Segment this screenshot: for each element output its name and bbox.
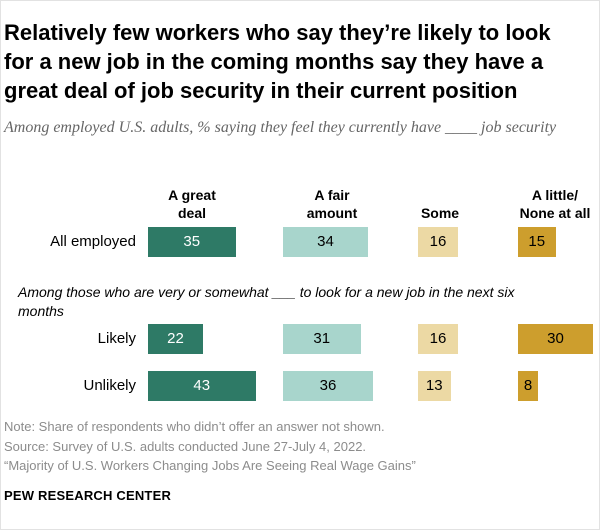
bar-value-label: 43: [193, 377, 211, 394]
bar-value-label: 22: [167, 330, 184, 347]
bar: [418, 324, 458, 354]
column-header-line: Some: [420, 205, 460, 221]
bar: [148, 227, 236, 257]
row-label: All employed: [50, 233, 136, 250]
bar-value-label: 36: [319, 377, 337, 394]
column-header-2: A fair amount: [277, 186, 387, 222]
column-header-4: A little/None at all: [500, 186, 600, 222]
column-header-line: A great: [168, 187, 216, 203]
row-label: Unlikely: [83, 377, 136, 394]
bar: [418, 227, 458, 257]
bar: [283, 227, 368, 257]
column-header-3: Some: [385, 204, 495, 222]
footer-note: Note: Share of respondents who didn’t of…: [4, 419, 385, 434]
bar-value-label: 31: [313, 330, 331, 347]
column-header-line: A little/: [531, 187, 579, 203]
bar-value-label: 16: [429, 233, 447, 250]
brand-label: PEW RESEARCH CENTER: [4, 488, 172, 503]
bar: [148, 324, 203, 354]
chart-title: Relatively few workers who say they’re l…: [4, 20, 551, 103]
bar: [518, 371, 538, 401]
bar: [283, 324, 361, 354]
bar: [518, 227, 556, 257]
bar: [518, 324, 593, 354]
footer-report: “Majority of U.S. Workers Changing Jobs …: [4, 458, 416, 473]
column-header-line: A fair: [314, 187, 350, 203]
group-note: Among those who are very or somewhat ___…: [18, 284, 515, 319]
column-header-line: amount: [306, 205, 358, 221]
bar-value-label: 30: [547, 330, 564, 347]
bar-value-label: 15: [528, 233, 546, 250]
bar-value-label: 13: [425, 377, 443, 394]
bar: [418, 371, 451, 401]
column-header-line: deal: [177, 205, 206, 221]
column-header-line: None at all: [519, 205, 591, 221]
footer-source: Source: Survey of U.S. adults conducted …: [4, 439, 367, 454]
bar-value-label: 16: [429, 330, 447, 347]
column-header-1: A great deal: [137, 186, 247, 222]
bar-value-label: 8: [523, 377, 533, 394]
bar: [148, 371, 256, 401]
chart-subtitle: Among employed U.S. adults, % saying the…: [4, 119, 557, 136]
bar: [283, 371, 373, 401]
row-label: Likely: [97, 330, 136, 347]
bar-value-label: 34: [317, 233, 334, 250]
bar-value-label: 35: [183, 233, 201, 250]
